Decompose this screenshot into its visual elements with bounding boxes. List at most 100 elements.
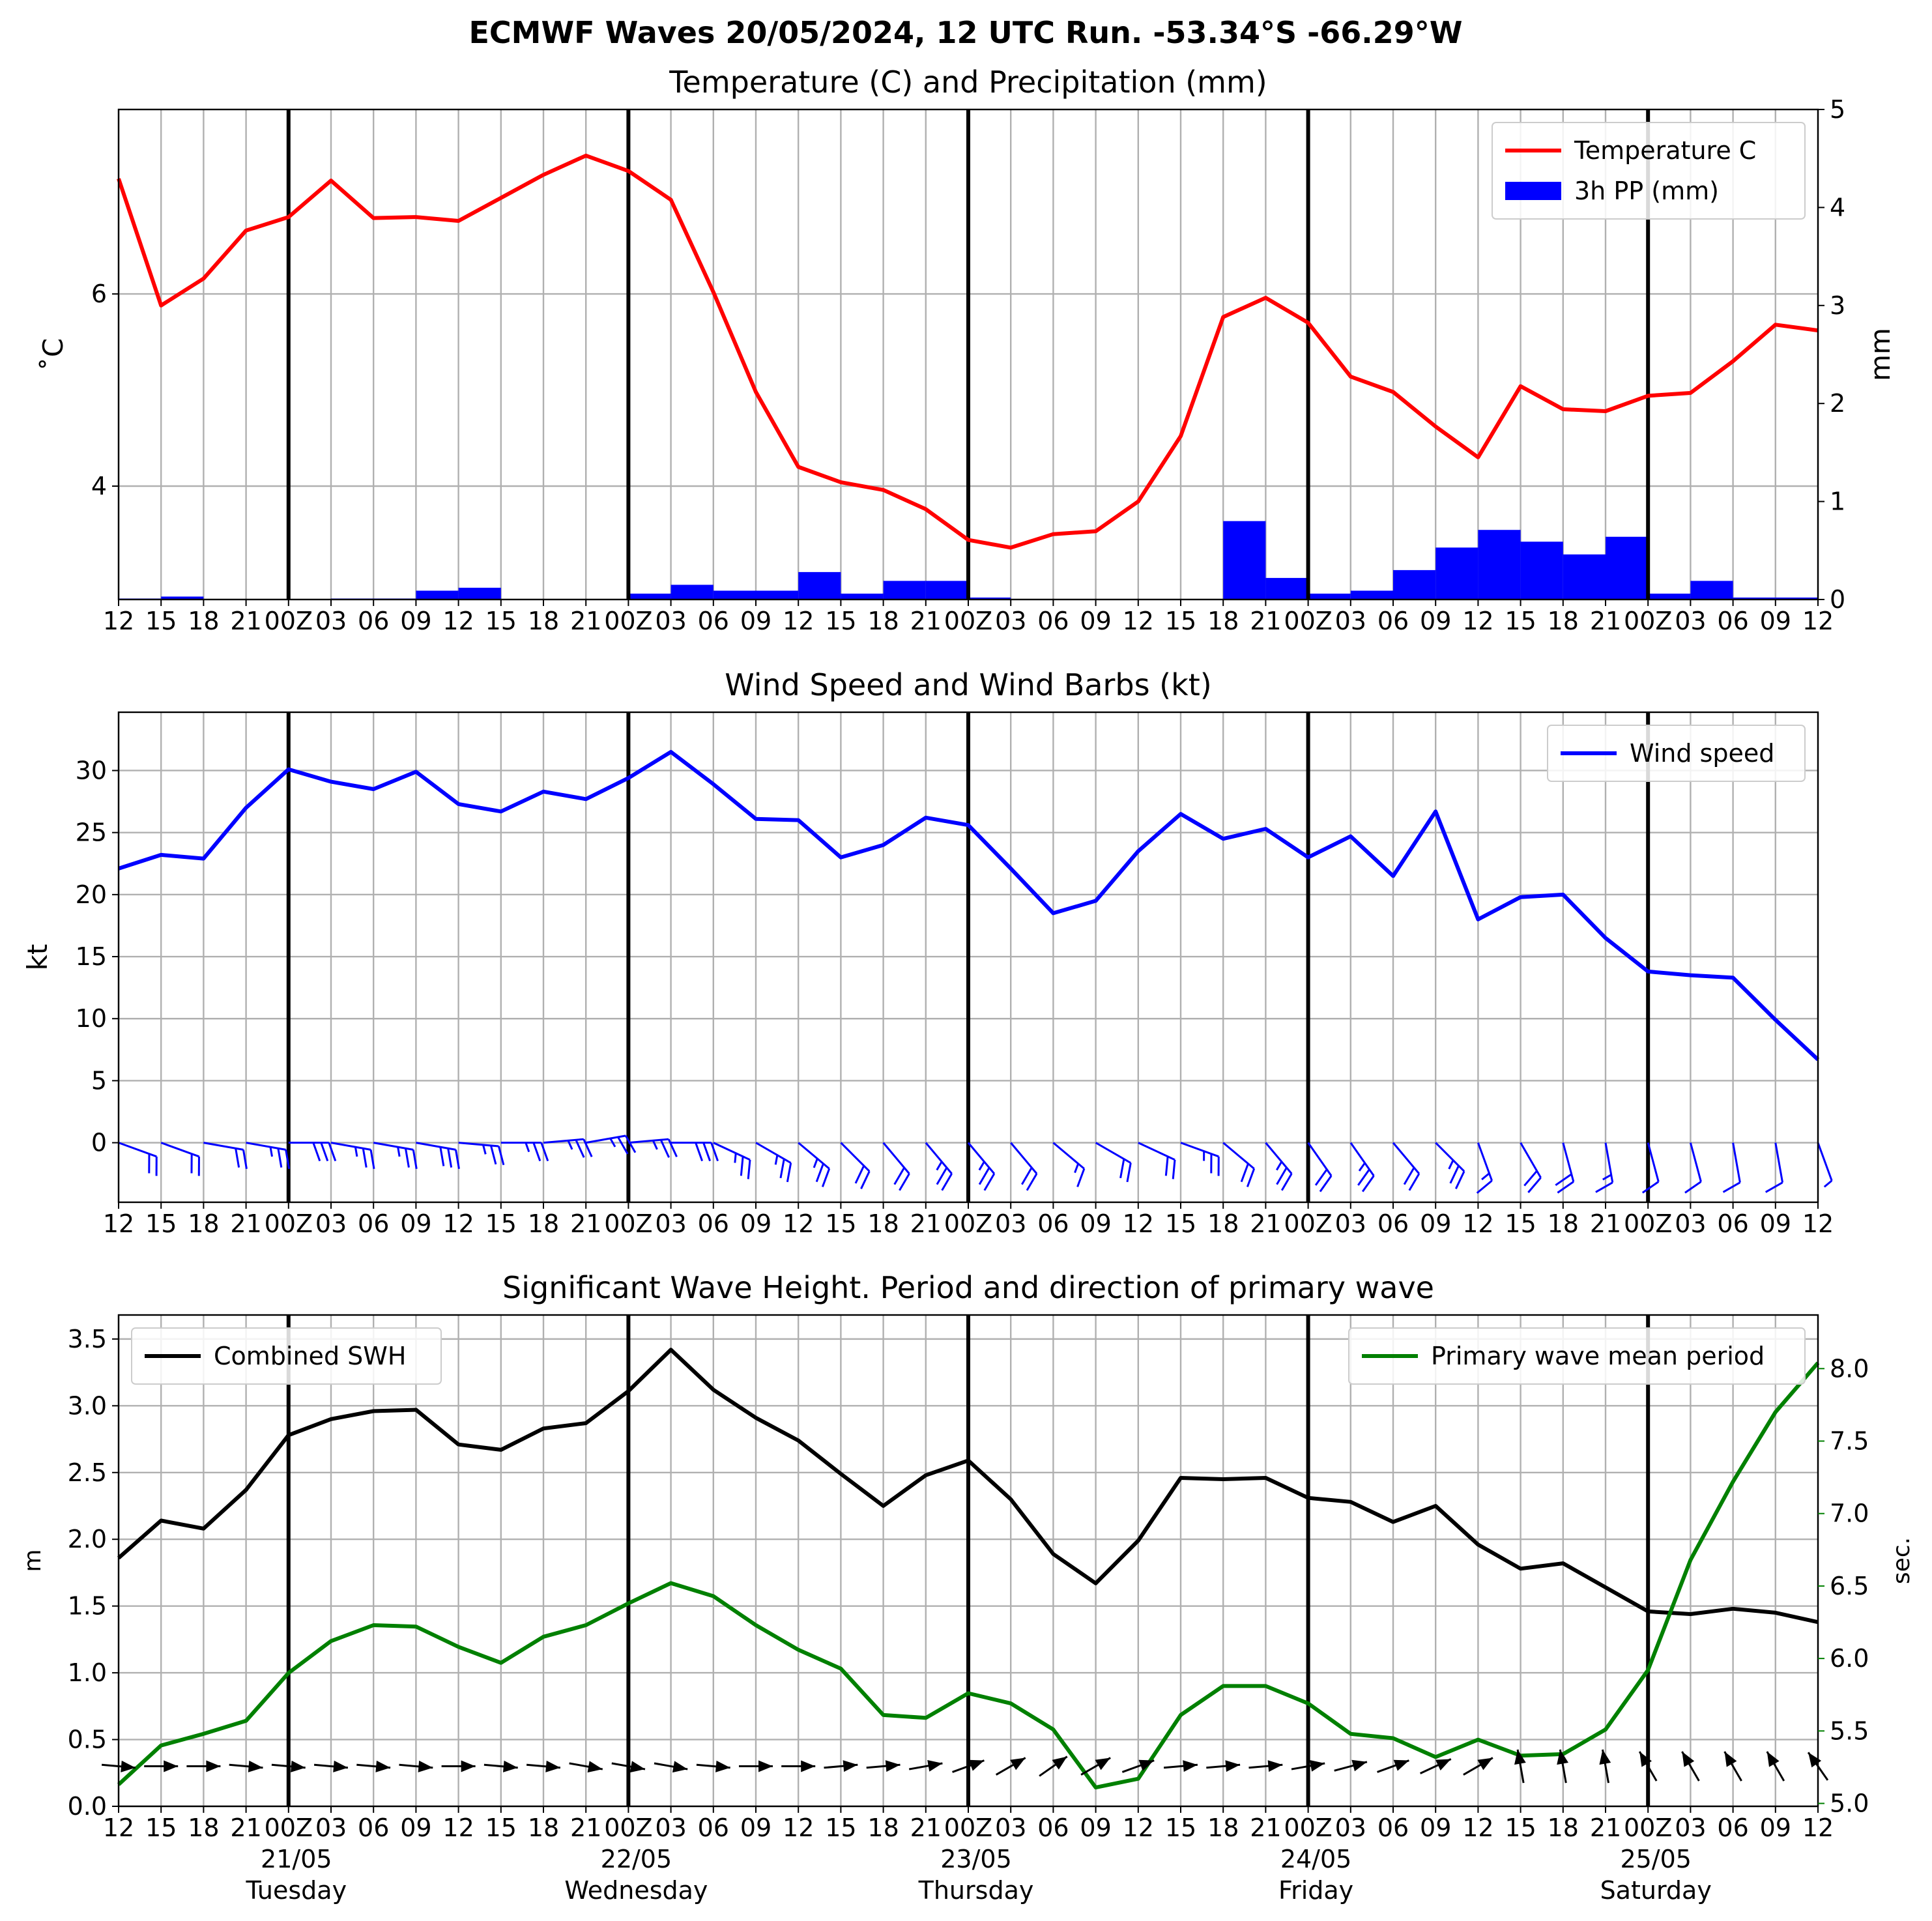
precip-bar [1223, 521, 1266, 599]
wind-barb-shaft [1222, 1142, 1255, 1170]
wave-arrow-head [1225, 1760, 1241, 1772]
y-axis-label: kt [22, 944, 53, 971]
x-tick-label: 21 [910, 1209, 942, 1238]
wind-barb-half-feather [1358, 1162, 1366, 1172]
x-tick-label: 12 [1802, 607, 1834, 635]
wind-barb-feather [1449, 1165, 1460, 1184]
wind-barb-feather [1164, 1156, 1169, 1176]
wind-barb-feather [1454, 1170, 1465, 1189]
x-tick-label: 15 [1165, 607, 1196, 635]
y2-tick-label: 6.0 [1830, 1644, 1869, 1673]
legend: Wind speed [1547, 725, 1806, 782]
x-tick-label: 12 [1123, 607, 1154, 635]
wind-barb-feather [439, 1146, 445, 1166]
wind-barb-shaft [840, 1142, 871, 1172]
wind-barb-feather [695, 1142, 704, 1162]
wind-barb-shaft [416, 1142, 456, 1151]
y-tick-label: 6 [91, 280, 107, 308]
wind-barb-feather [702, 1142, 712, 1162]
x-tick-label: 18 [867, 1813, 899, 1842]
wave-direction-arrow [1599, 1749, 1611, 1784]
wave-arrow-head [672, 1761, 688, 1773]
y-tick-label: 1.0 [68, 1658, 107, 1687]
wind-barb-feather [532, 1142, 541, 1162]
wind-barb-shaft [1392, 1142, 1420, 1175]
wind-barb [1265, 1142, 1293, 1191]
wind-barb-feather [1319, 1175, 1333, 1192]
wind-barb-shaft [1349, 1142, 1375, 1177]
legend-label: 3h PP (mm) [1574, 177, 1719, 205]
precip-bar [1265, 577, 1308, 599]
wind-barb-feather [1527, 1177, 1542, 1193]
wind-barb [1349, 1142, 1375, 1192]
wind-barb [1817, 1142, 1833, 1188]
wind-barb-half-feather [774, 1155, 779, 1165]
wind-barb-shaft [585, 1134, 626, 1144]
x-tick-label: 15 [1165, 1813, 1196, 1842]
x-tick-label: 09 [1080, 607, 1111, 635]
wave-arrow-head [843, 1760, 858, 1772]
wind-barb-feather [369, 1149, 375, 1169]
precip-bar [1435, 547, 1478, 599]
wave-arrow-head [1267, 1760, 1283, 1772]
legend-swatch [1505, 182, 1561, 200]
y-tick-label: 25 [76, 818, 107, 847]
wind-barb-feather [575, 1139, 585, 1158]
wave-arrow-head [503, 1760, 518, 1772]
wave-direction-arrow [1163, 1760, 1198, 1772]
wind-barb [585, 1134, 637, 1155]
wave-direction-arrow [399, 1760, 433, 1772]
wind-barb-feather [860, 1170, 871, 1189]
precip-bar [798, 571, 841, 599]
x-tick-label: 09 [400, 607, 431, 635]
x-tick-label: 03 [1335, 1209, 1366, 1238]
date-label: 25/05 [1620, 1845, 1692, 1873]
wave-direction-arrow [1206, 1760, 1241, 1772]
wave-arrow-head [1010, 1757, 1026, 1770]
wind-barb-feather [786, 1163, 792, 1183]
subplot-title: Temperature (C) and Precipitation (mm) [669, 65, 1267, 100]
figure-title: ECMWF Waves 20/05/2024, 12 UTC Run. -53.… [469, 15, 1462, 50]
legend: Temperature C 3h PP (mm) [1492, 122, 1806, 220]
x-tick-label: 18 [1207, 1209, 1239, 1238]
wave-direction-arrow [1121, 1759, 1155, 1773]
wave-arrow-head [968, 1759, 985, 1771]
wave-arrow-head [1351, 1759, 1367, 1772]
wind-barb [373, 1142, 418, 1169]
wind-barb-feather [899, 1173, 910, 1191]
x-tick-label: 09 [400, 1813, 431, 1842]
wave-arrow-head [1766, 1752, 1780, 1767]
y2-tick-label: 5.5 [1830, 1716, 1869, 1745]
wind-barb-feather [1021, 1167, 1033, 1185]
wind-barb [1722, 1142, 1741, 1193]
wave-arrow-head [715, 1760, 730, 1772]
precip-bar [925, 581, 968, 599]
precip-bar [1648, 593, 1691, 599]
legend-box [1492, 122, 1806, 220]
wind-barb-shaft [458, 1142, 499, 1148]
wave-arrow-head [758, 1760, 773, 1772]
wind-barb-feather [1684, 1181, 1702, 1194]
wind-barb-half-feather [813, 1158, 818, 1168]
precip-bar [670, 585, 714, 599]
wind-barb-feather [1119, 1159, 1125, 1179]
wind-panel: Wind Speed and Wind Barbs (kt)12 15 18 21 00… [22, 667, 1834, 1238]
x-tick-label: 09 [1420, 1209, 1451, 1238]
wind-barb-half-feather [525, 1142, 530, 1153]
subplot-title: Wind Speed and Wind Barbs (kt) [725, 667, 1211, 702]
precip-bar [628, 593, 671, 599]
wind-barb-half-feather [1074, 1163, 1080, 1174]
wind-barb-feather [320, 1142, 329, 1162]
wind-barb [1010, 1142, 1038, 1191]
wind-barb [1180, 1142, 1220, 1176]
x-tick-label: 12 [1123, 1209, 1154, 1238]
precip-bar [458, 587, 501, 599]
wave-direction-arrow [229, 1760, 263, 1772]
wind-barb-feather [242, 1149, 248, 1169]
y2-tick-label: 0 [1830, 585, 1845, 614]
wind-barb-feather [710, 1142, 719, 1162]
wind-barb-shaft [1010, 1142, 1038, 1175]
wave-arrow-head [1393, 1759, 1409, 1771]
x-tick-label: 15 [145, 1209, 177, 1238]
x-tick-label: 18 [1548, 1813, 1579, 1842]
